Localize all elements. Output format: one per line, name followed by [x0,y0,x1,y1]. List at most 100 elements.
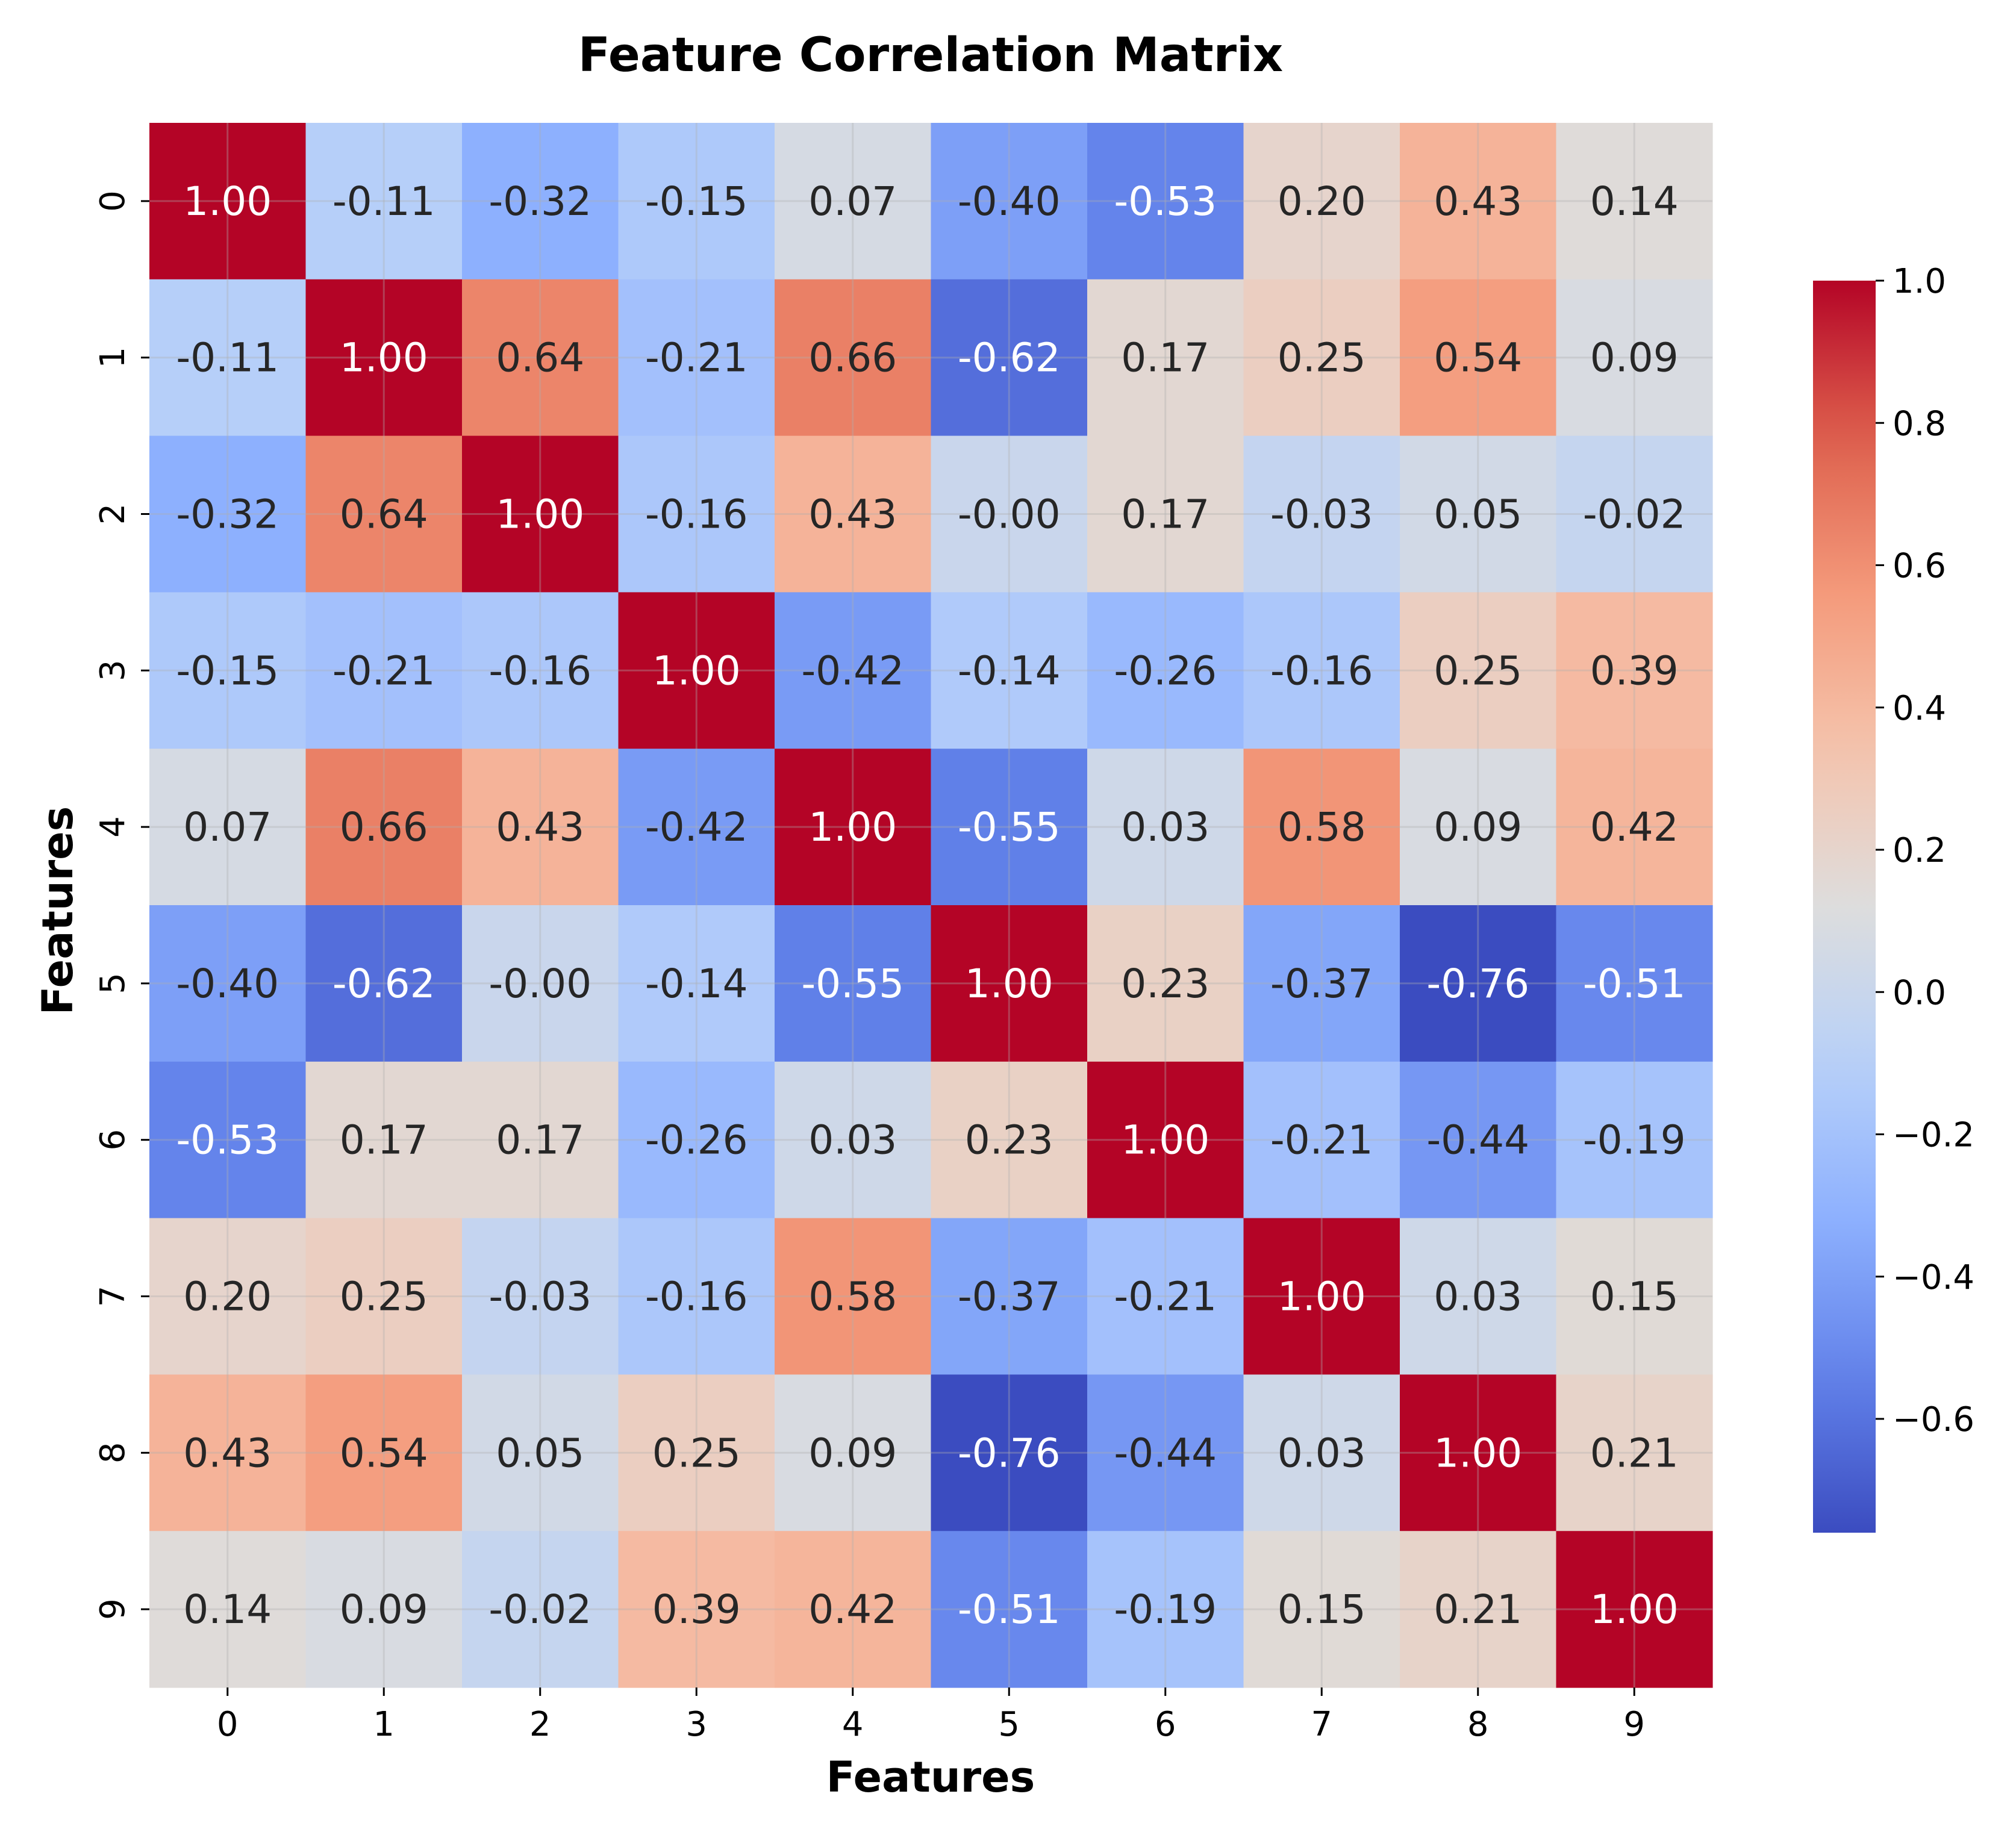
cell-value: 1.00 [340,335,428,381]
y-tick-label: 0 [93,190,133,212]
colorbar-gradient [1813,281,1876,1533]
colorbar-ticks: −0.6 −0.4 −0.2 0.0 0.2 0.4 0.6 0.8 1.0 [1876,262,1974,1439]
cell-value: 0.54 [1434,335,1522,381]
cell-value: 0.17 [1121,335,1209,381]
cell-value: 1.00 [1434,1430,1522,1476]
y-tick-label: 7 [93,1286,133,1307]
colorbar-tick-label: 0.6 [1893,547,1946,586]
cell-value: -0.55 [958,804,1061,850]
cell-value: -0.21 [1270,1117,1373,1164]
heatmap-cell [305,592,463,749]
heatmap-cell [931,749,1088,906]
heatmap-cell [775,1061,932,1219]
cell-value: -0.11 [332,178,435,225]
cell-value: 0.43 [808,491,897,538]
cell-value: 1.00 [652,647,741,694]
colorbar-tick-label: −0.4 [1893,1258,1974,1297]
heatmap-cell [775,435,932,593]
x-tick-label: 6 [1155,1705,1176,1744]
cell-value: -0.53 [176,1117,279,1164]
heatmap-cell [931,435,1088,593]
heatmap-cell [149,1374,307,1531]
heatmap-cell [775,592,932,749]
cell-value: 1.00 [1590,1586,1679,1633]
heatmap-cell [1400,123,1557,280]
heatmap-cell [305,1218,463,1375]
cell-value: -0.19 [1583,1117,1686,1164]
heatmap-cell [618,123,775,280]
cell-value: -0.51 [1583,961,1686,1007]
heatmap-cell [1087,592,1244,749]
cell-value: 0.09 [808,1430,897,1476]
cell-value: 0.03 [1278,1430,1366,1476]
heatmap-cell [305,279,463,437]
heatmap-cell [462,279,619,437]
heatmap-cell [1556,435,1713,593]
heatmap-cell [1243,279,1400,437]
heatmap-cell [1087,1061,1244,1219]
cell-value: 0.03 [1121,804,1209,850]
heatmap-cell [1087,749,1244,906]
cell-value: -0.02 [488,1586,591,1633]
cell-value: -0.03 [1270,491,1373,538]
heatmap-cell [618,435,775,593]
heatmap-cell [1087,123,1244,280]
cell-value: 1.00 [808,804,897,850]
heatmap-cell [305,749,463,906]
cell-value: -0.19 [1114,1586,1217,1633]
heatmap-cell [149,123,307,280]
cell-value: 0.03 [808,1117,897,1164]
cell-value: 0.43 [1434,178,1522,225]
cell-value: 0.20 [1278,178,1366,225]
heatmap-cell [1243,1061,1400,1219]
cell-value: -0.16 [488,647,591,694]
cell-value: 0.03 [1434,1274,1522,1320]
x-tick-label: 7 [1311,1705,1332,1744]
heatmap-cell [775,123,932,280]
heatmap-cell [775,1374,932,1531]
cell-value: 1.00 [1278,1274,1366,1320]
cell-value: 0.17 [496,1117,584,1164]
heatmap-cell [1400,749,1557,906]
colorbar-tick-label: 0.4 [1893,689,1946,728]
heatmap-cell [462,1218,619,1375]
heatmap-cell [931,123,1088,280]
cell-value: -0.16 [645,1274,748,1320]
cell-value: 0.17 [1121,491,1209,538]
x-tick-label: 3 [685,1705,707,1744]
heatmap-cell [462,123,619,280]
x-tick-label: 0 [217,1705,239,1744]
cell-value: -0.53 [1114,178,1217,225]
heatmap-cell [1243,749,1400,906]
heatmap-cell [1400,1061,1557,1219]
y-tick-label: 9 [93,1598,133,1620]
heatmap-cell [618,1218,775,1375]
heatmap-cell [149,1061,307,1219]
x-axis-label: Features [826,1753,1035,1802]
cell-value: -0.62 [958,335,1061,381]
cell-value: -0.76 [1426,961,1529,1007]
heatmap-cell [1556,1374,1713,1531]
heatmap-cell [1400,279,1557,437]
cell-value: -0.32 [176,491,279,538]
heatmap-cell [1556,123,1713,280]
heatmap-cell [305,905,463,1062]
cell-value: -0.15 [645,178,748,225]
heatmap-cell [462,435,619,593]
heatmap-cell [1556,1218,1713,1375]
x-tick-label: 2 [529,1705,551,1744]
cell-value: 0.25 [340,1274,428,1320]
cell-annotations: 1.00 -0.11 -0.32 -0.15 0.07 -0.40 -0.53 0.20 0.4… [176,178,1685,1633]
heatmap-cells [149,123,1713,1688]
heatmap-cell [618,1374,775,1531]
cell-value: -0.42 [801,647,904,694]
cell-value: 0.25 [1434,647,1522,694]
heatmap-cell [775,905,932,1062]
heatmap-cell [1243,1374,1400,1531]
cell-value: -0.03 [488,1274,591,1320]
heatmap-cell [618,749,775,906]
cell-value: -0.11 [176,335,279,381]
heatmap-cell [1243,123,1400,280]
heatmap-cell [618,905,775,1062]
heatmap-cell [1243,592,1400,749]
